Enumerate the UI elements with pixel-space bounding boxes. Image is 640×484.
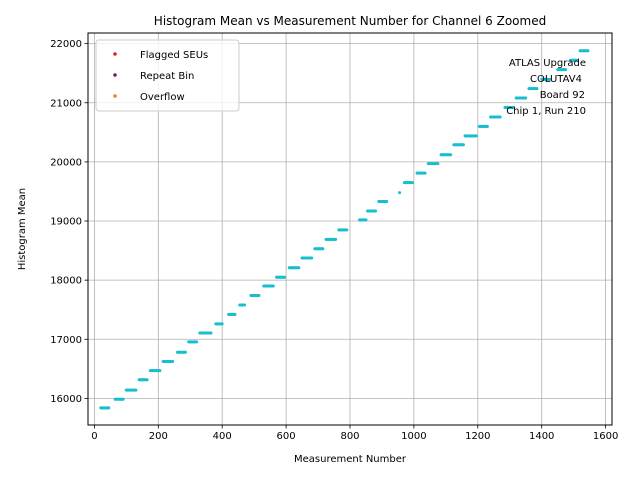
data-points xyxy=(99,49,590,410)
y-axis-label: Histogram Mean xyxy=(17,188,28,270)
data-point xyxy=(145,378,149,382)
data-point xyxy=(524,96,528,100)
data-point xyxy=(586,49,590,53)
data-point xyxy=(385,200,389,204)
y-tick-label: 22000 xyxy=(50,39,82,50)
legend: Flagged SEUs Repeat Bin Overflow xyxy=(95,39,240,112)
data-point xyxy=(171,359,175,363)
data-point xyxy=(283,275,286,279)
data-point xyxy=(485,124,489,128)
y-tick-label: 20000 xyxy=(50,157,82,168)
x-tick-label: 1400 xyxy=(529,431,554,442)
y-tick-label: 21000 xyxy=(50,98,82,109)
data-point xyxy=(107,406,111,410)
data-point xyxy=(423,171,427,175)
legend-label-flagged-seus: Flagged SEUs xyxy=(140,50,208,61)
data-point xyxy=(511,106,515,109)
legend-marker-overflow xyxy=(113,94,117,98)
legend-box xyxy=(95,39,240,112)
data-point xyxy=(310,256,314,260)
legend-label-repeat-bin: Repeat Bin xyxy=(140,71,194,82)
x-tick-label: 600 xyxy=(277,431,296,442)
x-tick-label: 1000 xyxy=(401,431,426,442)
y-tick-label: 17000 xyxy=(50,335,82,346)
x-tick-label: 1600 xyxy=(593,431,618,442)
data-point xyxy=(461,143,465,147)
x-axis-label: Measurement Number xyxy=(294,454,407,465)
annotation-line-2: COLUTAV4 xyxy=(530,74,582,85)
axis-ticks: 0 200 400 600 800 1000 1200 1400 1600 16000 17000 1… xyxy=(50,39,618,442)
data-point xyxy=(183,350,187,354)
y-tick-label: 16000 xyxy=(50,394,82,405)
x-tick-label: 200 xyxy=(149,431,168,442)
data-point xyxy=(449,153,453,157)
y-tick-label: 19000 xyxy=(50,217,82,228)
chart-title: Histogram Mean vs Measurement Number for… xyxy=(154,14,546,28)
annotation-line-4: Chip 1, Run 210 xyxy=(506,106,586,117)
data-point xyxy=(134,388,138,392)
data-point xyxy=(271,284,275,288)
data-point xyxy=(321,247,325,251)
data-point xyxy=(374,209,378,213)
data-point xyxy=(220,322,224,326)
data-point xyxy=(575,58,579,62)
data-point xyxy=(474,134,478,138)
annotation-block: ATLAS Upgrade COLUTAV4 Board 92 Chip 1, … xyxy=(506,58,586,117)
data-point xyxy=(158,369,162,373)
legend-label-overflow: Overflow xyxy=(140,92,185,103)
data-point xyxy=(243,303,247,307)
data-point xyxy=(209,331,213,335)
data-point xyxy=(334,237,338,241)
data-point xyxy=(535,87,539,91)
data-point xyxy=(548,77,552,81)
x-tick-label: 800 xyxy=(340,431,359,442)
annotation-line-1: ATLAS Upgrade xyxy=(509,58,586,69)
data-point xyxy=(345,228,349,232)
legend-marker-flagged-seus xyxy=(113,52,117,56)
y-tick-label: 18000 xyxy=(50,276,82,287)
x-tick-label: 0 xyxy=(91,431,97,442)
data-point xyxy=(257,294,261,298)
annotation-line-3: Board 92 xyxy=(540,90,585,101)
x-tick-label: 400 xyxy=(213,431,232,442)
data-point xyxy=(195,340,199,344)
data-point xyxy=(498,115,502,119)
data-point xyxy=(364,218,368,222)
data-point xyxy=(410,181,414,185)
data-point xyxy=(436,162,440,166)
data-point xyxy=(564,68,568,72)
data-point xyxy=(233,312,237,316)
x-tick-label: 1200 xyxy=(465,431,490,442)
data-point xyxy=(121,397,125,401)
data-point xyxy=(297,266,301,270)
legend-marker-repeat-bin xyxy=(113,73,117,77)
data-point xyxy=(398,191,402,195)
